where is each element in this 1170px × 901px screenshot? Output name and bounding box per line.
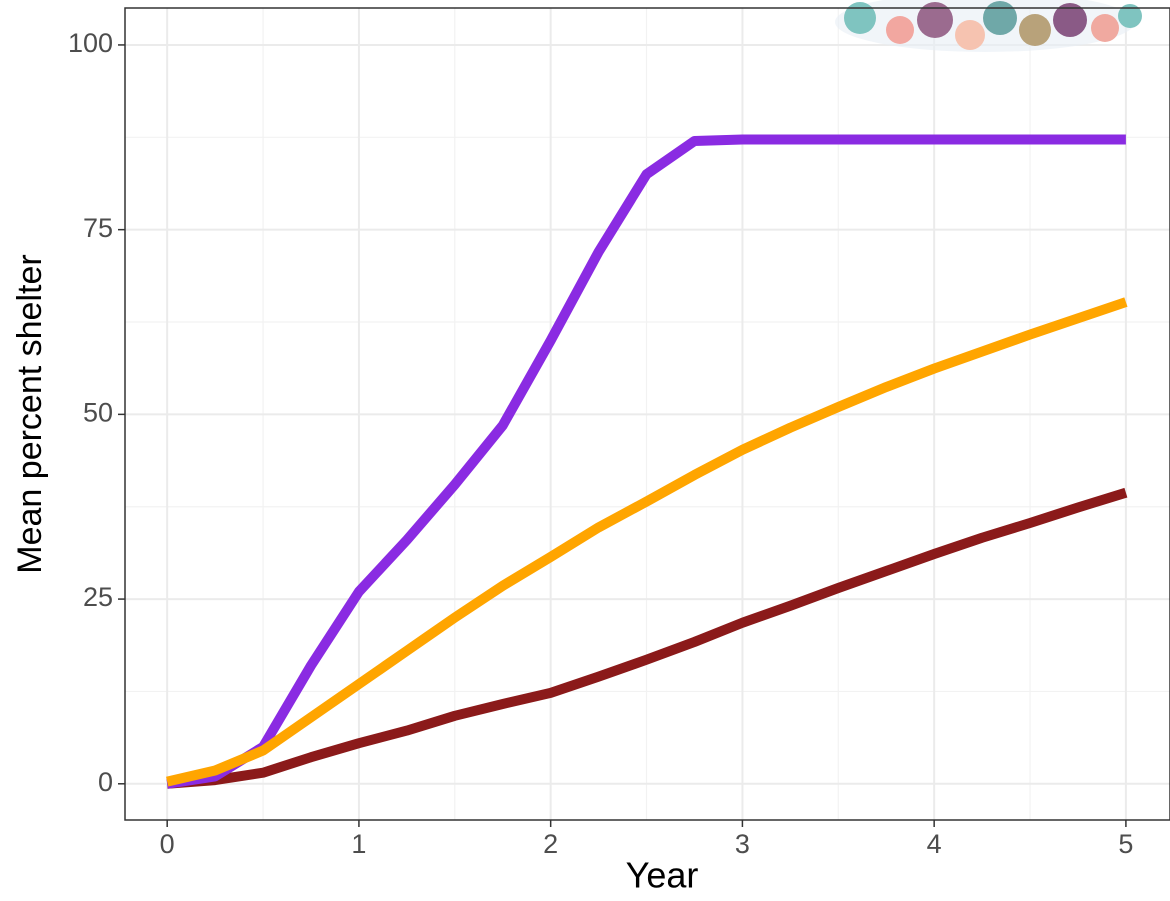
x-axis-title: Year — [626, 855, 699, 896]
y-tick-label: 0 — [98, 767, 113, 797]
y-tick-label: 25 — [83, 582, 113, 612]
data-line — [166, 487, 1128, 789]
y-tick-label: 75 — [83, 213, 113, 243]
y-axis-title: Mean percent shelter — [11, 254, 49, 573]
y-tick-label: 50 — [83, 397, 113, 427]
x-tick-label: 5 — [1118, 829, 1133, 859]
x-tick-label: 1 — [351, 829, 366, 859]
data-line — [166, 297, 1128, 787]
plot-border — [124, 7, 1170, 821]
x-tick-label: 2 — [543, 829, 558, 859]
x-tick-label: 4 — [927, 829, 942, 859]
x-tick-label: 0 — [160, 829, 175, 859]
coral-decoration — [835, 0, 1142, 52]
y-tick-label: 100 — [68, 28, 113, 58]
x-tick-label: 3 — [735, 829, 750, 859]
data-line — [166, 134, 1126, 789]
